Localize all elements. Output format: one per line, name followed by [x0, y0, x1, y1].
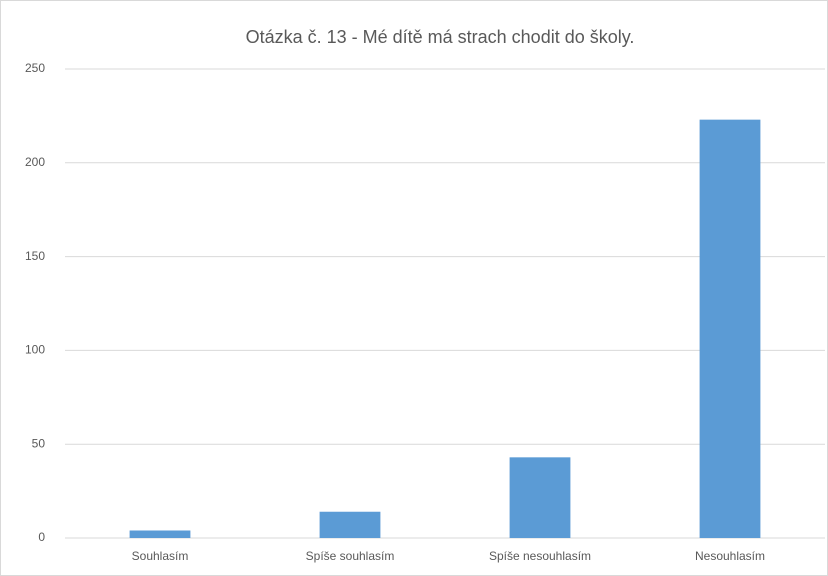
bar [129, 530, 191, 538]
bar [509, 457, 571, 538]
y-tick-label: 100 [25, 343, 45, 357]
y-tick-label: 0 [38, 530, 45, 544]
y-tick-label: 200 [25, 155, 45, 169]
y-tick-label: 250 [25, 61, 45, 75]
x-tick-label: Spíše nesouhlasím [489, 549, 591, 563]
x-tick-label: Souhlasím [132, 549, 189, 563]
bar [699, 119, 761, 538]
x-tick-label: Nesouhlasím [695, 549, 765, 563]
bar [319, 511, 381, 538]
y-tick-label: 150 [25, 249, 45, 263]
chart-title: Otázka č. 13 - Mé dítě má strach chodit … [246, 27, 635, 47]
x-tick-label: Spíše souhlasím [306, 549, 395, 563]
y-tick-label: 50 [32, 436, 46, 450]
